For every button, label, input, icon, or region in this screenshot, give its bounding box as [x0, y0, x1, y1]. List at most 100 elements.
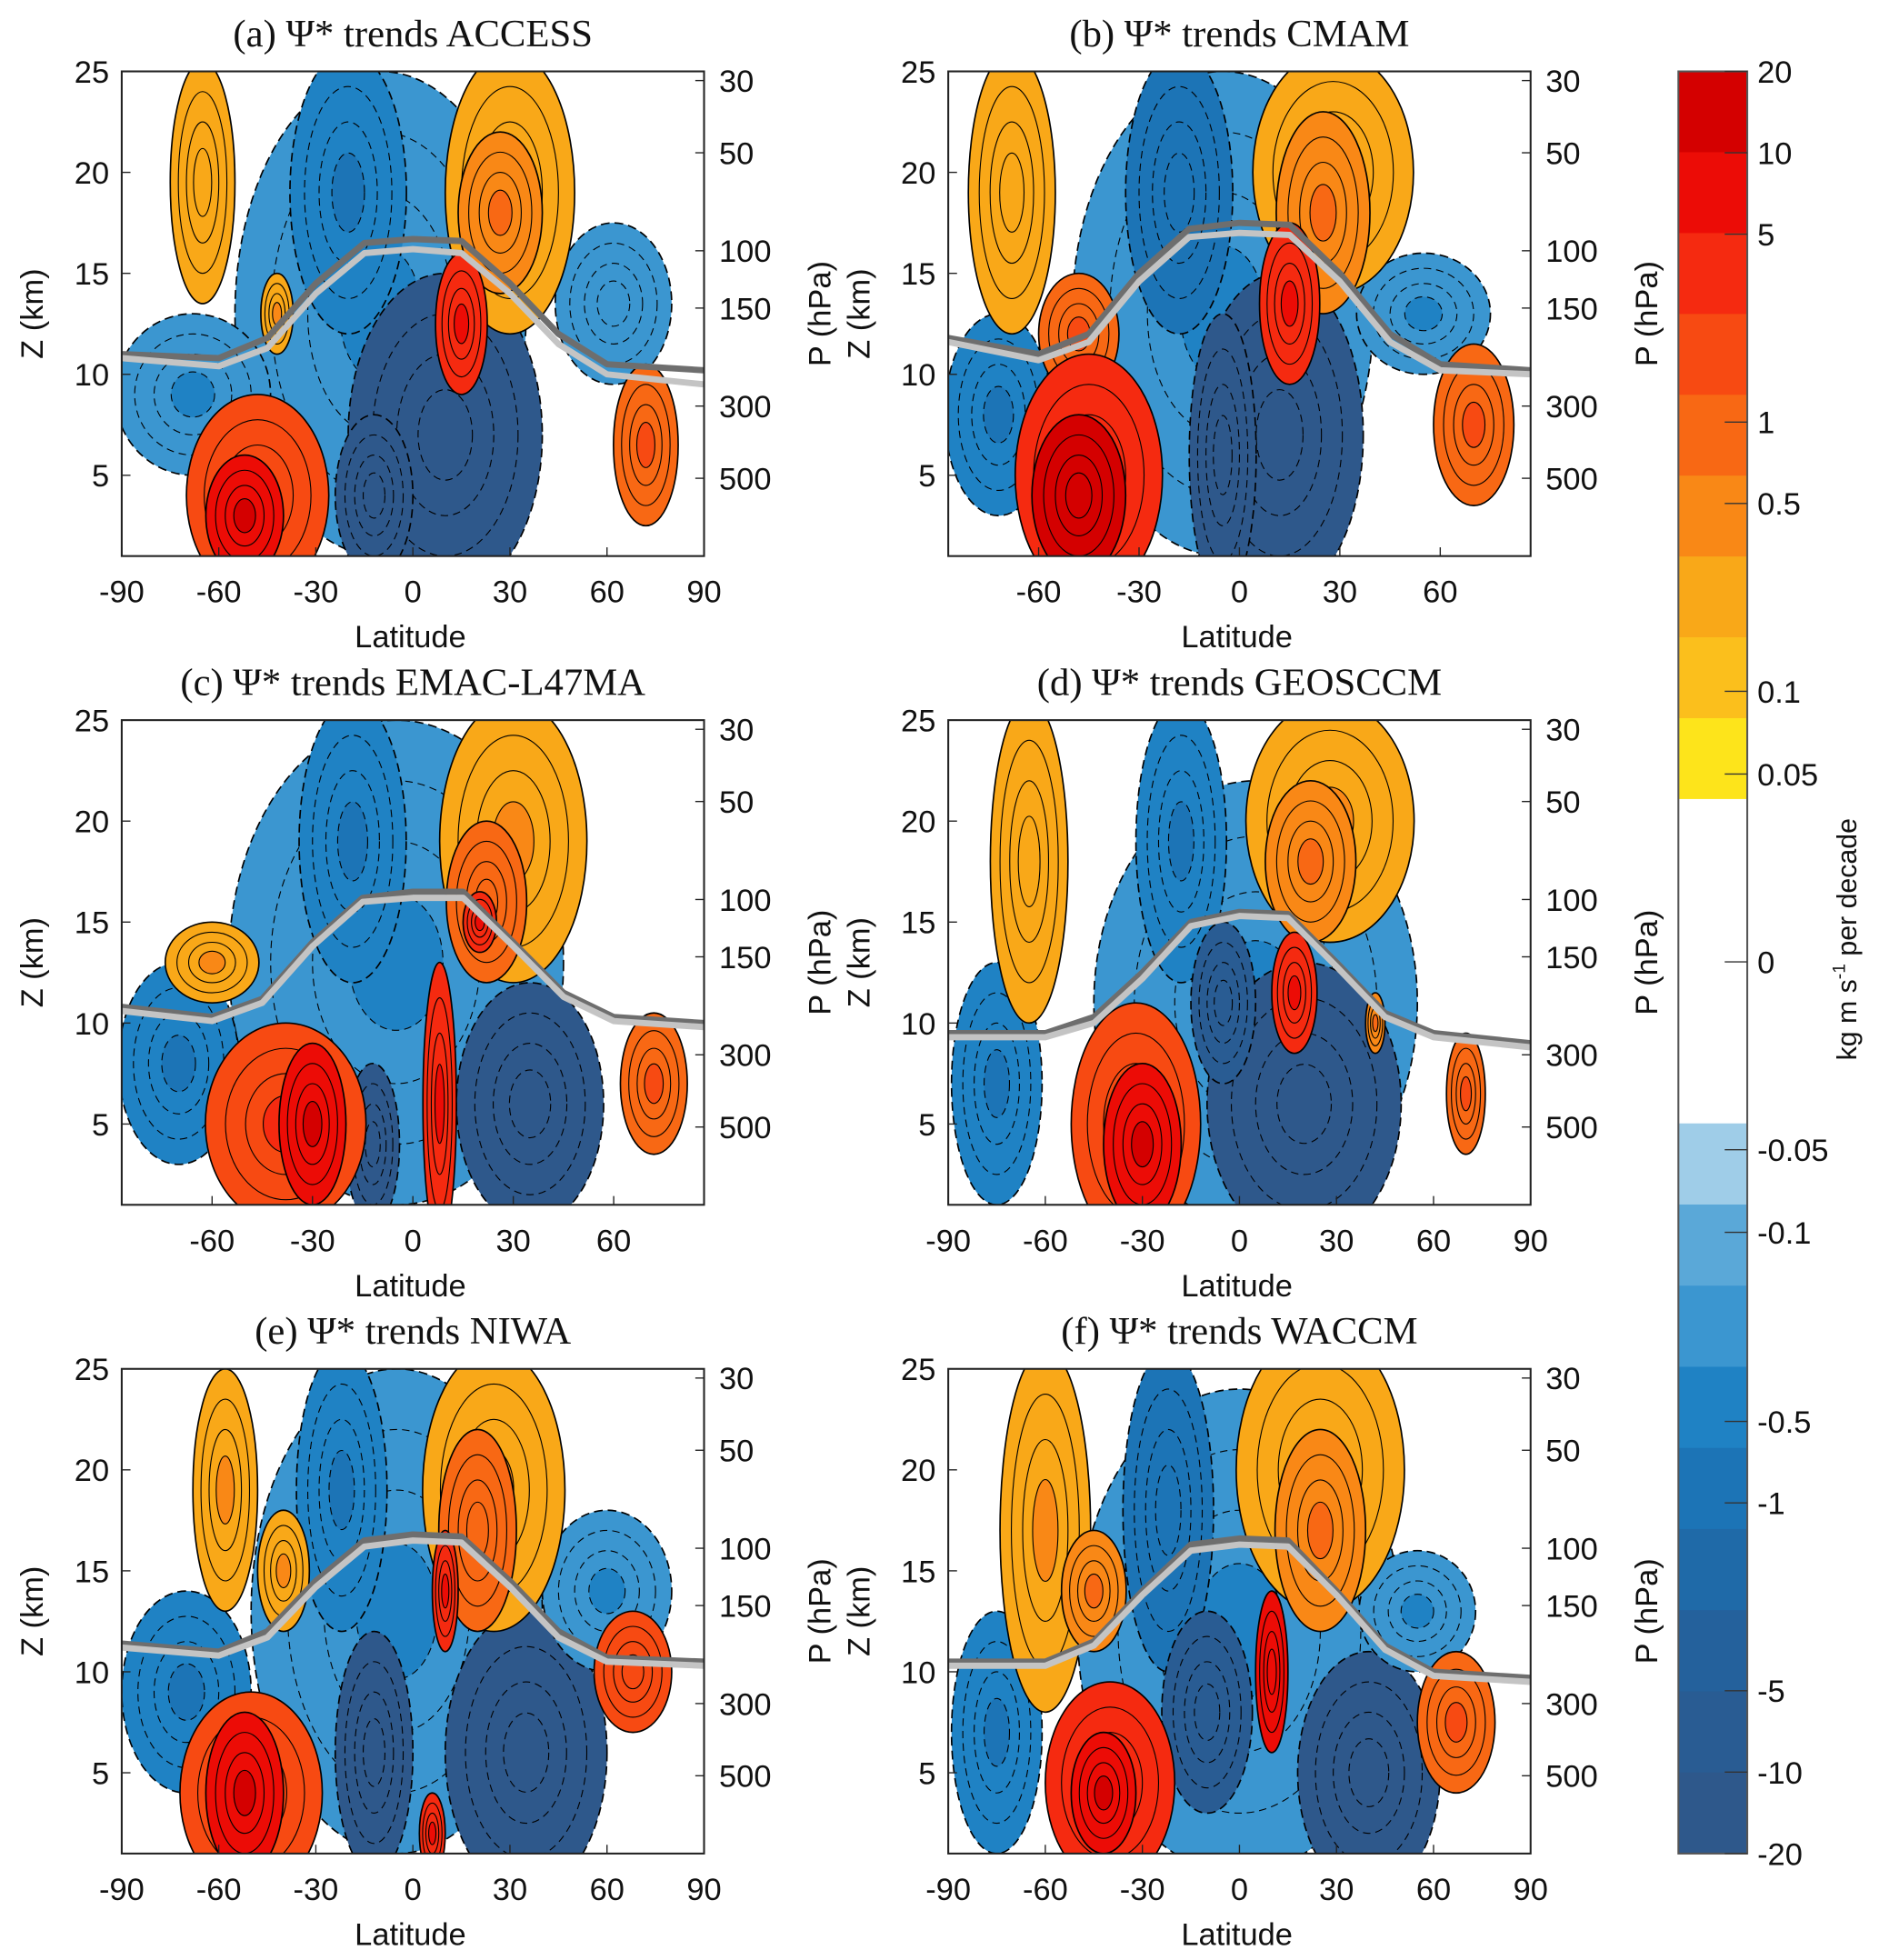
contour-line: [1198, 941, 1248, 1065]
y-axis-label: Z (km): [15, 268, 50, 358]
y-tick-label: 15: [901, 906, 935, 941]
p-tick-label: 500: [719, 462, 771, 496]
contour-line: [1451, 1047, 1482, 1140]
y-tick-label: 5: [92, 459, 109, 494]
x-tick-label: -60: [196, 1873, 242, 1907]
x-tick-label: -30: [1120, 1224, 1165, 1258]
y-tick-label: 5: [92, 1108, 109, 1143]
contour-line: [302, 1100, 323, 1147]
contour-line: [198, 950, 226, 975]
contour-line: [1373, 1565, 1462, 1657]
p-tick-label: 100: [1545, 1532, 1597, 1566]
contour-line: [1134, 1388, 1204, 1633]
contour-line: [478, 172, 522, 255]
colorbar-bin: [1678, 71, 1748, 154]
colorbar-tick-label: -0.5: [1757, 1405, 1811, 1440]
contour-line: [1078, 1746, 1129, 1839]
colorbar-tick-label: 5: [1757, 218, 1774, 253]
contour-line: [1333, 1711, 1405, 1835]
colorbar-tick-label: -5: [1757, 1675, 1785, 1709]
p-tick-label: 500: [1545, 1760, 1597, 1795]
contour-line: [425, 1812, 440, 1854]
p-tick-label: 100: [719, 1532, 771, 1566]
contour-line: [1306, 1501, 1334, 1560]
colorbar-tick-label: -1: [1757, 1487, 1785, 1522]
p-tick-label: 500: [1545, 1111, 1597, 1145]
colorbar-label-tail: per decade: [1833, 818, 1863, 964]
panel-title: (b) Ψ* trends CMAM: [1069, 13, 1409, 55]
y-tick-label: 25: [901, 1353, 935, 1387]
panel-title: (f) Ψ* trends WACCM: [1061, 1310, 1417, 1353]
contour-line: [1287, 820, 1334, 903]
colorbar-tick-label: 0.1: [1757, 675, 1801, 710]
y-tick-label: 5: [918, 1108, 935, 1143]
contour-line: [1453, 384, 1494, 466]
x-tick-label: 60: [1416, 1224, 1451, 1258]
contour-line: [485, 1681, 567, 1825]
p-tick-label: 150: [1545, 292, 1597, 326]
contour-line: [441, 1573, 450, 1609]
colorbar-tick-label: -10: [1757, 1756, 1803, 1791]
contour-line: [636, 1047, 672, 1120]
contour-line: [1131, 1121, 1154, 1168]
contour-line: [1287, 136, 1359, 289]
contour-line: [1462, 401, 1486, 448]
contour-line: [474, 1012, 586, 1195]
contour-line: [441, 270, 482, 378]
colorbar: 20 10 5 1 0.5 0.1 0.05 0 -0.05 -0.1 -0.5 -1 -5 -10 -20…: [1677, 55, 1863, 1872]
contour-line: [295, 1083, 330, 1165]
colorbar-tick-label: -0.05: [1757, 1134, 1829, 1168]
contour-line: [1196, 348, 1249, 556]
contour-line: [487, 189, 513, 236]
contour-line: [1373, 267, 1474, 360]
x-axis-label: Latitude: [355, 1917, 466, 1952]
y-axis-label: Z (km): [15, 917, 50, 1007]
contour-line: [215, 1732, 275, 1854]
contour-line: [225, 1752, 265, 1835]
tropopause-line-light: [121, 1537, 705, 1669]
contour-line: [167, 1663, 205, 1721]
p-tick-label: 300: [719, 1687, 771, 1722]
colorbar-bin: [1678, 1528, 1748, 1611]
p-tick-label: 500: [719, 1760, 771, 1795]
panel-d: (d) Ψ* trends GEOSCCM -90 -60 -30 0 30 60 90 5 10…: [842, 662, 1664, 1304]
contour-line: [275, 1553, 292, 1589]
contour-line: [417, 389, 474, 481]
y-tick-label: 25: [75, 55, 109, 90]
contour-line: [365, 1121, 381, 1168]
contour-line: [1309, 184, 1337, 242]
contour-line: [193, 147, 213, 217]
x-tick-label: 30: [493, 1873, 527, 1907]
contour-line: [1205, 384, 1240, 526]
contour-line: [455, 840, 517, 964]
p-tick-label: 150: [1545, 1590, 1597, 1625]
contour-line: [1274, 263, 1305, 345]
p-tick-label: 50: [719, 1435, 754, 1469]
tropopause-line-dark: [121, 235, 705, 374]
contour-field: [948, 71, 1531, 556]
y-tick-label: 25: [75, 1353, 109, 1387]
tropopause-line-light: [121, 895, 705, 1031]
contour-line: [629, 404, 663, 486]
x-tick-label: -30: [290, 1224, 335, 1258]
p-tick-label: 50: [719, 136, 754, 171]
colorbar-tick-label: 0.5: [1757, 487, 1801, 522]
contour-line: [344, 1661, 405, 1845]
contour-line: [1164, 152, 1195, 233]
p-tick-label: 30: [719, 714, 754, 748]
contour-line: [1387, 1580, 1447, 1643]
contour-line: [208, 1428, 243, 1552]
contour-line: [306, 1383, 376, 1597]
y-tick-label: 15: [75, 257, 109, 292]
colorbar-bin: [1678, 475, 1748, 557]
contour-line: [1426, 1668, 1486, 1776]
contour-line: [362, 472, 386, 519]
panel-e: (e) Ψ* trends NIWA -90 -60 -30 0 30 60 90 5 10 15 2…: [15, 1310, 838, 1952]
contour-line: [1009, 780, 1050, 944]
p-tick-label: 150: [719, 1590, 771, 1625]
contour-line: [1144, 1428, 1192, 1592]
contour-line: [984, 1697, 1011, 1767]
contour-line: [1094, 1775, 1114, 1811]
x-tick-label: 30: [1319, 1224, 1354, 1258]
x-tick-label: 30: [495, 1224, 530, 1258]
